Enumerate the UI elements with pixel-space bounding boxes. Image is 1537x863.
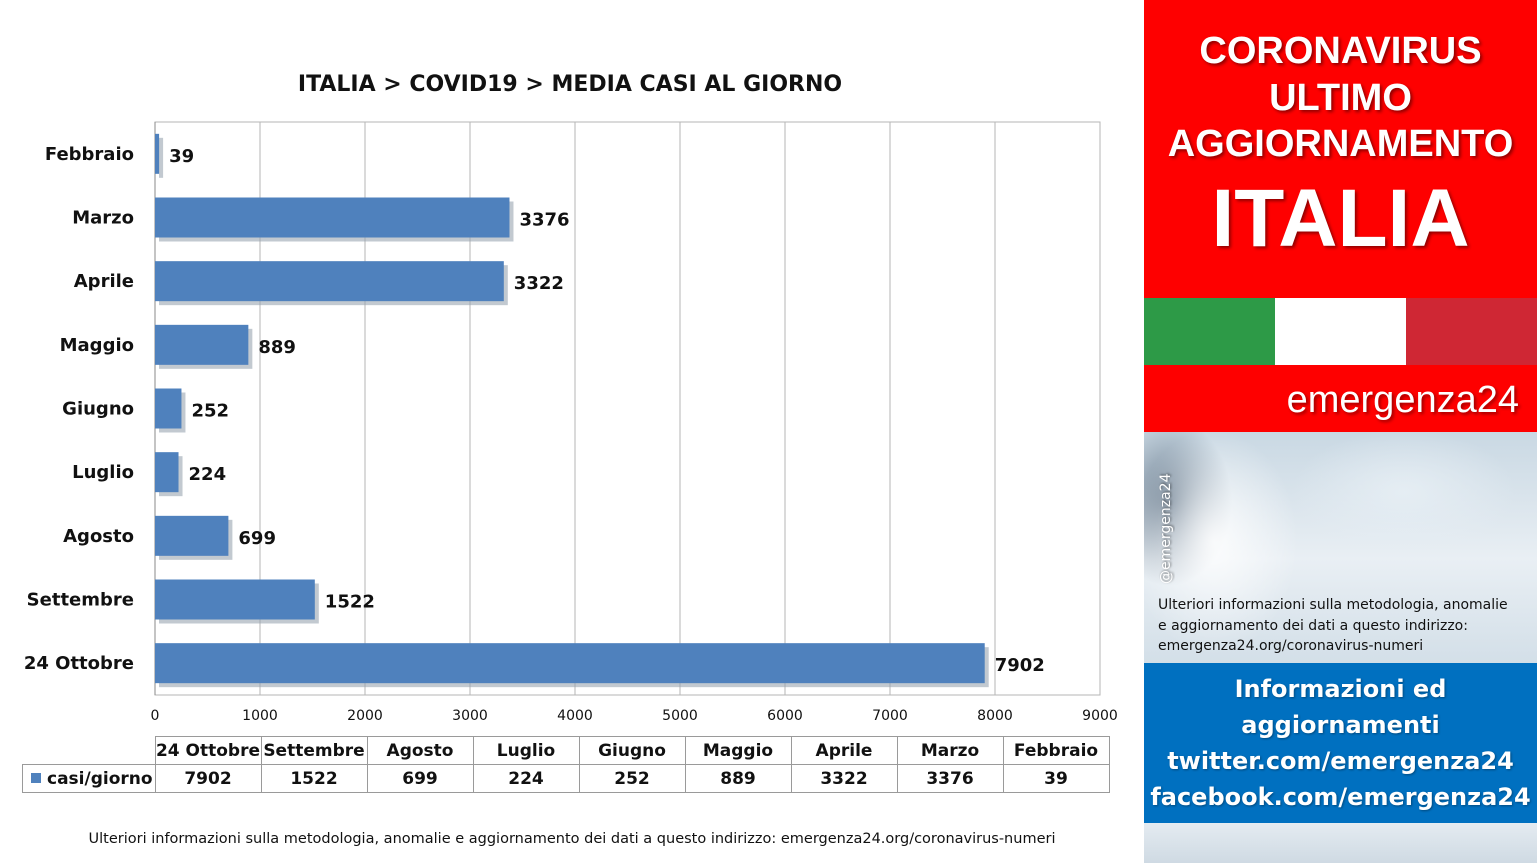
data-label: 3376 <box>519 210 569 231</box>
info-note: Ulteriori informazioni sulla metodologia… <box>1158 595 1530 657</box>
bar <box>155 579 315 620</box>
brand-name: emergenza24 <box>1286 379 1519 421</box>
data-table-value-row: casi/giorno 7902 1522 699 224 252 889 33… <box>22 764 1110 793</box>
x-tick-label: 5000 <box>662 708 698 724</box>
bar <box>155 452 179 493</box>
data-label: 3322 <box>514 273 564 294</box>
category-label: Marzo <box>72 208 134 229</box>
flag-red-stripe <box>1406 298 1537 365</box>
data-table-header: Marzo <box>896 736 1004 765</box>
facebook-link[interactable]: facebook.com/emergenza24 <box>1150 783 1531 811</box>
category-label: 24 Ottobre <box>24 653 134 674</box>
flag-white-stripe <box>1275 298 1406 365</box>
x-tick-label: 7000 <box>872 708 908 724</box>
data-table-header: Agosto <box>366 736 474 765</box>
bar <box>155 643 985 684</box>
x-tick-label: 6000 <box>767 708 803 724</box>
links-line-2: aggiornamenti <box>1241 711 1440 739</box>
background-photo <box>1144 432 1537 663</box>
links-line-1: Informazioni ed <box>1234 675 1447 703</box>
data-table-header-row: 24 Ottobre Settembre Agosto Luglio Giugn… <box>23 736 1110 765</box>
category-label: Aprile <box>74 271 134 292</box>
data-table-header: Luglio <box>472 736 580 765</box>
data-table-value: 7902 <box>154 764 262 793</box>
data-label: 7902 <box>995 655 1045 676</box>
data-table-header: Febbraio <box>1002 736 1110 765</box>
info-line-1: Ulteriori informazioni sulla metodologia… <box>1158 597 1508 613</box>
brand-banner: emergenza24 <box>1144 365 1537 432</box>
x-tick-label: 2000 <box>347 708 383 724</box>
x-tick-label: 3000 <box>452 708 488 724</box>
info-line-3[interactable]: emergenza24.org/coronavirus-numeri <box>1158 638 1424 654</box>
x-tick-label: 8000 <box>977 708 1013 724</box>
data-table-value: 3376 <box>896 764 1004 793</box>
data-table-series-label: casi/giorno <box>47 768 153 789</box>
data-label: 889 <box>258 337 296 358</box>
chart-panel: ITALIA > COVID19 > MEDIA CASI AL GIORNO … <box>22 72 1118 847</box>
social-handle: @emergenza24 <box>1158 473 1174 585</box>
bar <box>155 515 229 556</box>
data-table-header: Maggio <box>684 736 792 765</box>
sidebar: CORONAVIRUS ULTIMO AGGIORNAMENTO ITALIA … <box>1144 0 1537 863</box>
data-table-header: Giugno <box>578 736 686 765</box>
data-table-series-cell: casi/giorno <box>22 764 156 793</box>
country-title: ITALIA <box>1211 173 1470 264</box>
data-table-value: 1522 <box>260 764 368 793</box>
bar <box>155 324 249 365</box>
bar <box>155 388 182 429</box>
data-table-header: 24 Ottobre <box>154 736 262 765</box>
category-label: Maggio <box>60 335 134 356</box>
data-label: 1522 <box>325 592 375 613</box>
category-label: Settembre <box>27 590 134 611</box>
data-table-value: 252 <box>578 764 686 793</box>
social-links-box: Informazioni ed aggiornamenti twitter.co… <box>1144 663 1537 823</box>
x-tick-label: 0 <box>151 708 160 724</box>
flag-green-stripe <box>1144 298 1275 365</box>
chart-title: ITALIA > COVID19 > MEDIA CASI AL GIORNO <box>297 72 843 97</box>
data-table-value: 889 <box>684 764 792 793</box>
data-label: 699 <box>238 528 276 549</box>
data-table-header: Settembre <box>260 736 368 765</box>
category-label: Luglio <box>72 462 134 483</box>
italian-flag <box>1144 298 1537 365</box>
data-table-header: Aprile <box>790 736 898 765</box>
data-table-value: 39 <box>1002 764 1110 793</box>
data-table-corner <box>23 737 156 765</box>
bottom-strip <box>1144 823 1537 863</box>
x-tick-label: 9000 <box>1082 708 1118 724</box>
data-table-value: 224 <box>472 764 580 793</box>
twitter-link[interactable]: twitter.com/emergenza24 <box>1167 747 1514 775</box>
footer-note: Ulteriori informazioni sulla metodologia… <box>88 831 1056 847</box>
data-table-value: 699 <box>366 764 474 793</box>
category-label: Giugno <box>62 399 134 420</box>
x-tick-label: 4000 <box>557 708 593 724</box>
data-label: 39 <box>169 146 194 167</box>
bar <box>155 261 504 302</box>
header-banner: CORONAVIRUS ULTIMO AGGIORNAMENTO ITALIA <box>1144 0 1537 298</box>
header-line-3: AGGIORNAMENTO <box>1167 123 1514 165</box>
category-label: Febbraio <box>45 144 134 165</box>
category-label: Agosto <box>63 526 134 547</box>
legend-swatch <box>31 772 41 783</box>
data-label: 224 <box>189 464 227 485</box>
bar <box>155 197 510 238</box>
bar <box>155 133 160 174</box>
bar-chart: 0 1000 2000 3000 4000 5000 6000 7000 8000 9000 Feb… <box>24 121 1118 724</box>
header-line-1: CORONAVIRUS <box>1199 30 1482 72</box>
data-table: 24 Ottobre Settembre Agosto Luglio Giugn… <box>22 736 1110 793</box>
data-label: 252 <box>191 401 229 422</box>
bar-shadow <box>159 137 164 178</box>
header-line-2: ULTIMO <box>1269 77 1412 119</box>
info-line-2: e aggiornamento dei dati a questo indiri… <box>1158 617 1468 634</box>
x-tick-label: 1000 <box>242 708 278 724</box>
data-table-value: 3322 <box>790 764 898 793</box>
